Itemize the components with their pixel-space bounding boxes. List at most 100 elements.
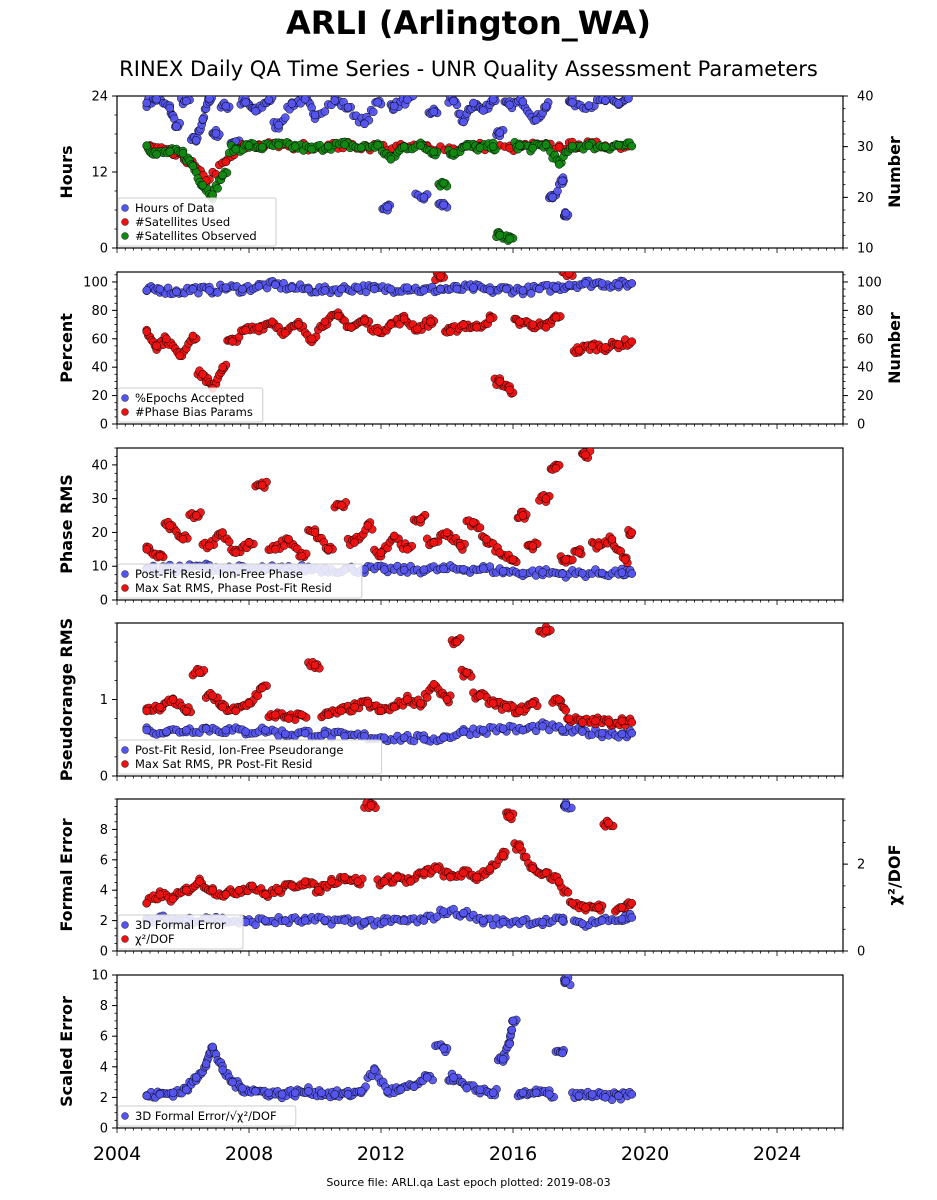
scatter-point <box>162 334 171 344</box>
scatter-point <box>541 323 551 332</box>
y-tick-label: 4 <box>100 884 108 899</box>
scatter-point <box>182 1085 191 1094</box>
y-tick-label: 80 <box>91 304 108 319</box>
scatter-point <box>224 537 234 547</box>
scatter-point <box>568 141 577 151</box>
scatter-point <box>469 98 478 108</box>
y-tick-label: 0 <box>100 770 108 785</box>
scatter-point <box>538 917 547 927</box>
y-tick-label: 30 <box>91 492 108 507</box>
scatter-point <box>617 716 627 726</box>
scatter-point <box>442 695 452 704</box>
scatter-point <box>218 702 227 712</box>
scatter-point <box>234 885 244 895</box>
scatter-point <box>416 141 425 150</box>
scatter-point <box>191 511 201 520</box>
y-right-tick-label: 30 <box>857 140 874 155</box>
y-right-tick-label: 40 <box>857 90 874 105</box>
scatter-point <box>360 917 369 927</box>
y-tick-label: 20 <box>91 526 108 541</box>
scatter-point <box>515 842 524 852</box>
scatter-point <box>208 885 217 895</box>
scatter-point <box>462 141 472 151</box>
y-tick-label: 20 <box>91 389 108 404</box>
scatter-point <box>399 733 409 742</box>
scatter-point <box>479 916 488 925</box>
scatter-point <box>376 548 386 557</box>
scatter-point <box>195 668 204 677</box>
scatter-point <box>459 320 468 329</box>
scatter-point <box>142 141 151 150</box>
scatter-point <box>213 184 222 193</box>
scatter-point <box>620 555 630 564</box>
scatter-point <box>617 568 627 577</box>
scatter-point <box>479 106 488 115</box>
scatter-point <box>419 565 429 574</box>
scatter-point <box>304 1087 313 1096</box>
scatter-point <box>142 725 151 735</box>
scatter-point <box>142 98 151 108</box>
scatter-point <box>317 1088 326 1098</box>
legend-box <box>117 739 383 775</box>
scatter-point <box>380 917 389 927</box>
scatter-point <box>538 568 547 577</box>
scatter-point <box>281 328 290 338</box>
y-right-axis-label: χ²/DOF <box>885 845 904 906</box>
panel-6: 2004 2008 2012 2016 2020 2024 0 2 4 6 8 10 Scaled Er… <box>57 969 844 1165</box>
scatter-point <box>373 140 382 150</box>
legend-entry: Post-Fit Resid, Ion-Free Phase <box>135 567 303 581</box>
y-right-axis-label: Number <box>885 312 904 384</box>
scatter-point <box>617 903 627 912</box>
scatter-point <box>340 140 349 149</box>
y-tick-label: 40 <box>91 458 108 473</box>
x-tick-label: 2004 <box>93 1143 141 1165</box>
scatter-point <box>508 555 518 564</box>
scatter-point <box>578 718 587 727</box>
scatter-point <box>581 903 590 912</box>
y-tick-label: 24 <box>91 90 108 105</box>
legend-marker <box>121 218 129 226</box>
y-right-axis-label: Number <box>885 136 904 208</box>
y-tick-label: 8 <box>100 823 108 838</box>
legend-marker <box>121 921 129 929</box>
scatter-point <box>498 724 508 733</box>
scatter-point <box>188 161 198 171</box>
scatter-point <box>406 877 415 886</box>
scatter-point <box>561 976 571 986</box>
y-tick-label: 0 <box>100 418 108 433</box>
scatter-point <box>554 142 564 152</box>
scatter-point <box>290 142 300 151</box>
scatter-point <box>587 341 597 351</box>
scatter-point <box>221 101 231 111</box>
scatter-point <box>188 331 198 341</box>
legend-entry: Post-Fit Resid, Ion-Free Pseudorange <box>135 743 343 757</box>
scatter-point <box>462 1083 472 1093</box>
scatter-point <box>614 280 623 290</box>
scatter-point <box>498 567 508 576</box>
scatter-point <box>248 881 257 891</box>
scatter-point <box>518 916 528 925</box>
scatter-point <box>165 521 175 530</box>
x-tick-label: 2016 <box>489 1143 537 1165</box>
scatter-point <box>300 916 310 925</box>
scatter-point <box>488 1088 498 1098</box>
scatter-point <box>182 885 191 895</box>
legend-marker <box>121 408 129 416</box>
scatter-point <box>155 890 165 899</box>
scatter-point <box>320 286 330 295</box>
scatter-point <box>389 531 399 541</box>
scatter-point <box>449 1073 458 1082</box>
y-tick-label: 0 <box>100 945 108 960</box>
scatter-point <box>459 565 468 574</box>
scatter-point <box>165 147 175 156</box>
scatter-point <box>261 890 270 899</box>
scatter-point <box>208 691 217 700</box>
legend-marker <box>121 570 129 578</box>
scatter-point <box>218 528 227 537</box>
scatter-point <box>462 668 472 677</box>
scatter-point <box>495 231 505 240</box>
scatter-point <box>244 699 254 708</box>
scatter-point <box>287 283 297 292</box>
scatter-point <box>142 706 151 716</box>
scatter-point <box>310 660 320 670</box>
